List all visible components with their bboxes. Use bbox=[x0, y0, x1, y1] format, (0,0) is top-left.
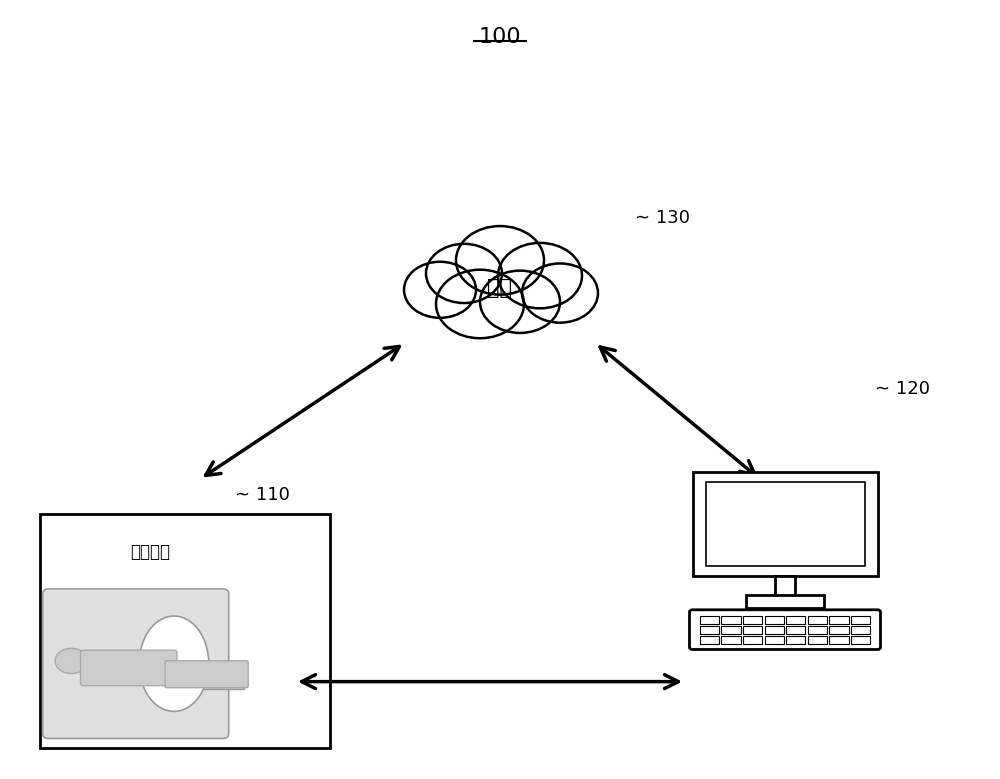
FancyBboxPatch shape bbox=[765, 615, 784, 624]
FancyBboxPatch shape bbox=[721, 626, 741, 633]
FancyBboxPatch shape bbox=[786, 636, 805, 643]
FancyBboxPatch shape bbox=[746, 595, 824, 608]
Circle shape bbox=[522, 263, 598, 323]
FancyBboxPatch shape bbox=[775, 576, 795, 598]
Text: 成像系统: 成像系统 bbox=[130, 542, 170, 561]
FancyBboxPatch shape bbox=[692, 472, 878, 576]
Circle shape bbox=[480, 270, 560, 333]
FancyBboxPatch shape bbox=[80, 650, 177, 686]
Text: 100: 100 bbox=[479, 27, 521, 48]
FancyBboxPatch shape bbox=[40, 514, 330, 748]
FancyBboxPatch shape bbox=[706, 482, 864, 566]
Ellipse shape bbox=[139, 616, 209, 711]
FancyBboxPatch shape bbox=[765, 636, 784, 643]
FancyBboxPatch shape bbox=[743, 615, 762, 624]
Text: ∼ 120: ∼ 120 bbox=[875, 380, 930, 399]
FancyBboxPatch shape bbox=[721, 615, 741, 624]
FancyBboxPatch shape bbox=[786, 626, 805, 633]
FancyBboxPatch shape bbox=[829, 626, 849, 633]
FancyBboxPatch shape bbox=[743, 626, 762, 633]
FancyBboxPatch shape bbox=[808, 615, 827, 624]
FancyBboxPatch shape bbox=[829, 636, 849, 643]
Circle shape bbox=[426, 244, 502, 303]
FancyBboxPatch shape bbox=[700, 626, 719, 633]
FancyBboxPatch shape bbox=[743, 636, 762, 643]
FancyBboxPatch shape bbox=[765, 626, 784, 633]
FancyBboxPatch shape bbox=[700, 615, 719, 624]
Text: ∼ 130: ∼ 130 bbox=[635, 209, 690, 227]
FancyBboxPatch shape bbox=[700, 636, 719, 643]
Text: ∼ 110: ∼ 110 bbox=[235, 485, 290, 504]
FancyBboxPatch shape bbox=[829, 615, 849, 624]
FancyBboxPatch shape bbox=[786, 615, 805, 624]
FancyBboxPatch shape bbox=[43, 589, 229, 738]
Circle shape bbox=[456, 226, 544, 294]
Circle shape bbox=[436, 270, 524, 338]
FancyBboxPatch shape bbox=[721, 636, 741, 643]
FancyBboxPatch shape bbox=[690, 610, 881, 650]
FancyBboxPatch shape bbox=[851, 626, 870, 633]
Circle shape bbox=[55, 648, 88, 674]
FancyBboxPatch shape bbox=[808, 636, 827, 643]
FancyBboxPatch shape bbox=[808, 626, 827, 633]
FancyBboxPatch shape bbox=[851, 615, 870, 624]
FancyBboxPatch shape bbox=[157, 675, 244, 689]
Circle shape bbox=[498, 243, 582, 308]
FancyBboxPatch shape bbox=[165, 661, 248, 688]
FancyBboxPatch shape bbox=[851, 636, 870, 643]
Circle shape bbox=[404, 262, 476, 318]
Text: 网络: 网络 bbox=[488, 278, 512, 298]
